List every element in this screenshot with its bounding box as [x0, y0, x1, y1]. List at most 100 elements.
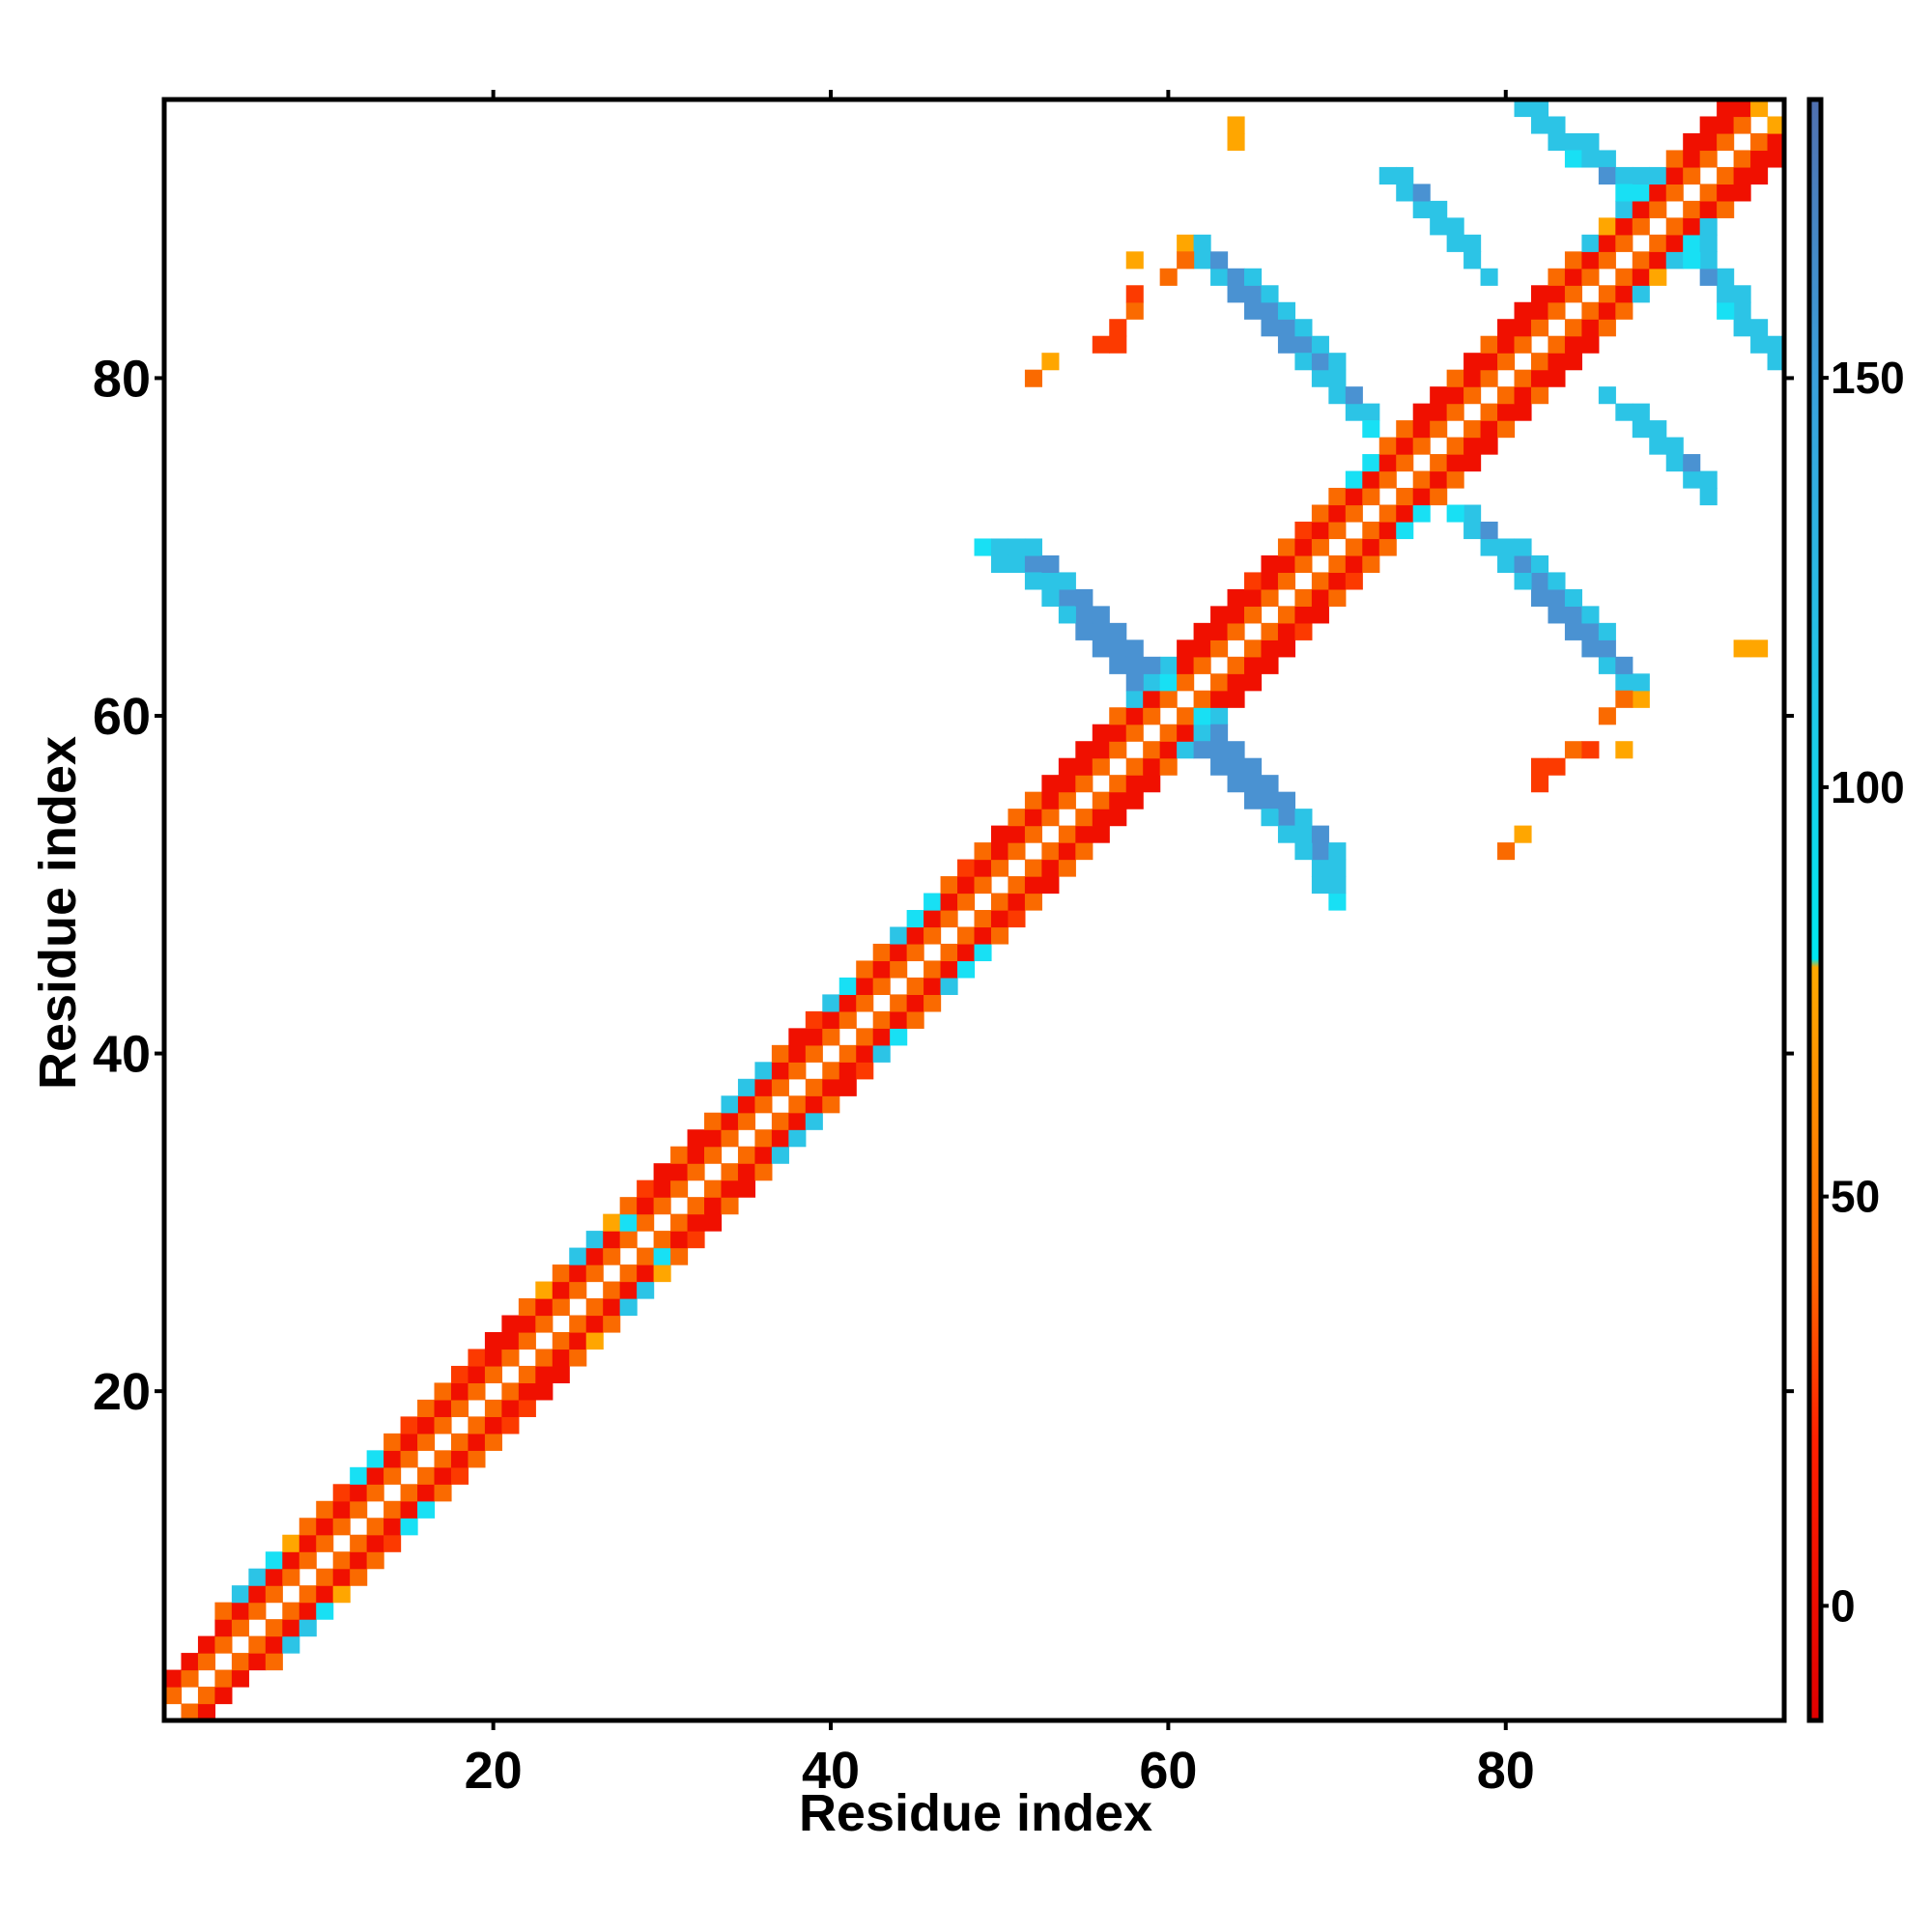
heatmap-cell — [923, 977, 942, 995]
heatmap-cell — [535, 1315, 554, 1333]
heatmap-cell — [1480, 335, 1498, 354]
heatmap-cell — [822, 1010, 840, 1029]
heatmap-cell — [400, 1433, 418, 1451]
heatmap-cell — [1328, 842, 1347, 861]
heatmap-cell — [1548, 132, 1566, 152]
heatmap-cell — [282, 1602, 300, 1620]
heatmap-cell — [569, 1264, 587, 1283]
heatmap-cell — [1699, 470, 1718, 489]
heatmap-cell — [1008, 876, 1026, 895]
heatmap-cell — [501, 1416, 520, 1435]
heatmap-cell — [1649, 234, 1667, 252]
heatmap-cell — [619, 1213, 638, 1232]
heatmap-cell — [450, 1433, 469, 1451]
heatmap-cell — [214, 1669, 233, 1688]
heatmap-cell — [585, 1264, 604, 1283]
heatmap-cell — [1446, 470, 1464, 489]
heatmap-cell — [1041, 554, 1060, 574]
heatmap-cell — [1092, 639, 1110, 658]
heatmap-cell — [1717, 184, 1735, 202]
heatmap-cell — [619, 1264, 638, 1283]
heatmap-cell — [450, 1450, 469, 1468]
heatmap-cell — [1530, 301, 1549, 320]
heatmap-cell — [1598, 319, 1616, 337]
heatmap-cell — [316, 1534, 334, 1552]
heatmap-cells — [164, 99, 1785, 1721]
heatmap-cell — [1615, 184, 1634, 202]
heatmap-cell — [1058, 775, 1076, 793]
heatmap-cell — [384, 1450, 402, 1468]
heatmap-cell — [1564, 319, 1582, 337]
heatmap-cell — [1717, 166, 1735, 185]
heatmap-cell — [1378, 521, 1397, 540]
heatmap-cell — [1581, 268, 1600, 286]
heatmap-cell — [1024, 554, 1042, 574]
heatmap-cell — [1463, 504, 1482, 523]
heatmap-cell — [1598, 386, 1616, 405]
heatmap-cell — [282, 1635, 300, 1654]
heatmap-cell — [501, 1315, 520, 1333]
heatmap-cell — [653, 1179, 671, 1198]
heatmap-cell — [231, 1585, 249, 1604]
heatmap-cell — [1024, 791, 1042, 810]
heatmap-cell — [1210, 707, 1229, 725]
heatmap-cell — [1227, 588, 1245, 607]
heatmap-cell — [181, 1669, 199, 1688]
heatmap-cell — [1075, 842, 1094, 861]
heatmap-cell — [1024, 572, 1042, 590]
heatmap-cell — [1177, 639, 1195, 658]
heatmap-cell — [1294, 319, 1313, 337]
heatmap-cell — [231, 1602, 249, 1620]
heatmap-cell — [484, 1331, 502, 1350]
heatmap-cell — [1564, 150, 1582, 168]
colorbar-gradient — [1809, 99, 1821, 1720]
heatmap-cell — [1750, 132, 1769, 152]
heatmap-cell — [1733, 639, 1751, 658]
heatmap-cell — [585, 1331, 604, 1350]
heatmap-cell — [957, 943, 976, 962]
heatmap-cell — [400, 1484, 418, 1502]
heatmap-cell — [1598, 150, 1616, 168]
heatmap-cell — [350, 1568, 368, 1586]
heatmap-cell — [1058, 859, 1076, 877]
heatmap-cell — [1244, 268, 1263, 286]
heatmap-cell — [1109, 741, 1127, 759]
heatmap-cell — [1717, 301, 1735, 320]
heatmap-cell — [1463, 369, 1482, 387]
heatmap-cell — [1294, 588, 1313, 607]
heatmap-cell — [1733, 285, 1751, 303]
heatmap-cell — [1075, 757, 1094, 776]
heatmap-cell — [366, 1534, 384, 1552]
heatmap-cell — [1041, 876, 1060, 895]
heatmap-cell — [1159, 757, 1178, 776]
heatmap-cell — [316, 1585, 334, 1604]
x-tick-label: 80 — [1477, 1742, 1535, 1800]
heatmap-cell — [637, 1247, 655, 1265]
heatmap-cell — [282, 1551, 300, 1570]
heatmap-cell — [1699, 488, 1718, 506]
heatmap-cell — [670, 1247, 689, 1265]
heatmap-cell — [1530, 319, 1549, 337]
heatmap-cell — [1598, 656, 1616, 674]
heatmap-cell — [771, 1129, 789, 1148]
heatmap-cell — [1125, 251, 1144, 270]
heatmap-cell — [1210, 673, 1229, 692]
heatmap-cell — [1514, 386, 1532, 405]
heatmap-cell — [1024, 893, 1042, 911]
colorbar-tick-label: 150 — [1831, 353, 1905, 403]
heatmap-cell — [1159, 724, 1178, 742]
heatmap-cell — [1143, 775, 1161, 793]
heatmap-cell — [990, 538, 1009, 556]
heatmap-cell — [1210, 757, 1229, 776]
x-axis-ticks: 20 40 60 80 — [465, 90, 1535, 1800]
heatmap-cell — [940, 960, 958, 979]
heatmap-cell — [1041, 353, 1060, 371]
heatmap-cell — [1311, 353, 1329, 371]
heatmap-cell — [1277, 335, 1296, 354]
heatmap-cell — [687, 1129, 705, 1148]
heatmap-cell — [1598, 301, 1616, 320]
heatmap-cell — [1125, 791, 1144, 810]
heatmap-cell — [434, 1399, 452, 1417]
heatmap-cell — [1463, 437, 1482, 455]
heatmap-cell — [1244, 572, 1263, 590]
